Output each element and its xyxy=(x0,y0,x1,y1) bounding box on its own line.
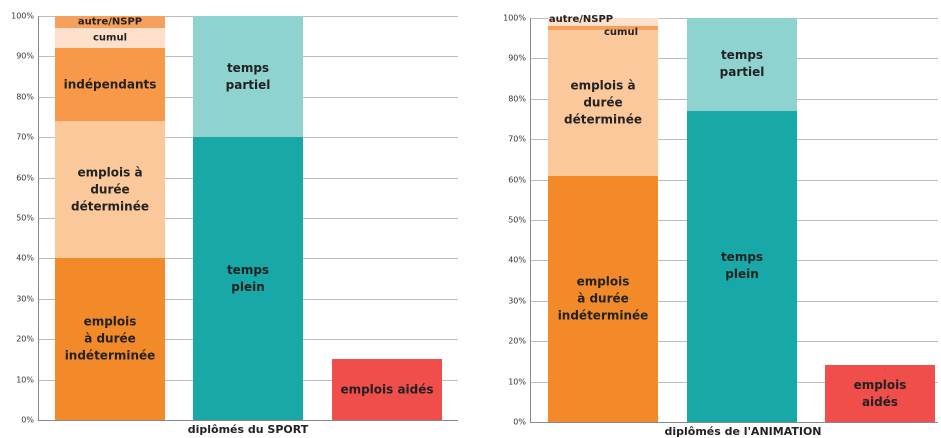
segment-label: temps partiel xyxy=(225,60,271,92)
y-tick-label: 90% xyxy=(508,53,526,63)
x-axis-title: diplômés du SPORT xyxy=(187,423,309,436)
x-axis-title: diplômés de l'ANIMATION xyxy=(664,425,822,438)
segment-label: temps plein xyxy=(226,262,270,294)
bar-segment: autre/NSPP xyxy=(55,16,165,29)
bar-segment: temps partiel xyxy=(193,16,303,138)
segment-label: emplois à durée déterminée xyxy=(71,165,149,214)
y-axis xyxy=(530,18,531,422)
y-tick-label: 20% xyxy=(16,334,34,344)
y-tick-label: 10% xyxy=(508,377,526,387)
y-tick-label: 20% xyxy=(508,336,526,346)
segment-label: emplois à durée indéterminée xyxy=(64,314,156,363)
y-tick-label: 30% xyxy=(508,296,526,306)
y-axis xyxy=(38,16,39,420)
y-tick-label: 10% xyxy=(16,375,34,385)
bar-segment: autre/NSPP xyxy=(548,14,658,27)
segment-label: emplois à durée indéterminée xyxy=(557,274,649,323)
y-tick-label: 70% xyxy=(16,132,34,142)
segment-label: emplois aidés xyxy=(340,382,434,397)
y-tick-label: 90% xyxy=(16,51,34,61)
segment-label: emplois à durée déterminée xyxy=(564,78,642,127)
segment-label: emplois aidés xyxy=(853,377,907,409)
y-tick-label: 60% xyxy=(508,175,526,185)
y-tick-label: 60% xyxy=(16,173,34,183)
y-tick-label: 50% xyxy=(508,215,526,225)
segment-label: cumul xyxy=(92,32,127,44)
bar-segment: emplois à durée indéterminée xyxy=(548,175,658,422)
bar-segment: temps plein xyxy=(687,110,797,422)
bar-segment: emplois à durée déterminée xyxy=(55,121,165,259)
y-tick-label: 100% xyxy=(503,13,526,23)
y-tick-label: 100% xyxy=(11,11,34,21)
bar-segment: emplois aidés xyxy=(332,359,442,420)
bar-segment: indépendants xyxy=(55,48,165,122)
y-tick-label: 50% xyxy=(16,213,34,223)
segment-label: autre/NSPP xyxy=(548,13,614,25)
bar-segment: emplois aidés xyxy=(825,365,935,422)
y-tick-label: 70% xyxy=(508,134,526,144)
x-axis xyxy=(530,422,938,423)
bar-segment: cumul xyxy=(548,26,658,38)
y-tick-label: 80% xyxy=(508,94,526,104)
segment-label: autre/NSPP xyxy=(77,16,143,28)
segment-label: cumul xyxy=(603,26,638,38)
y-tick-label: 80% xyxy=(16,92,34,102)
bar-segment: emplois à durée indéterminée xyxy=(55,258,165,420)
bar-segment: cumul xyxy=(55,28,165,49)
segment-label: indépendants xyxy=(63,77,157,92)
bar-segment: emplois à durée déterminée xyxy=(548,30,658,176)
bar-segment: temps plein xyxy=(193,137,303,420)
x-axis xyxy=(38,420,458,421)
y-tick-label: 0% xyxy=(513,417,526,427)
segment-label: temps plein xyxy=(720,250,764,282)
y-tick-label: 30% xyxy=(16,294,34,304)
y-tick-label: 0% xyxy=(21,415,34,425)
y-tick-label: 40% xyxy=(508,255,526,265)
bar-segment: temps partiel xyxy=(687,18,797,111)
y-tick-label: 40% xyxy=(16,253,34,263)
segment-label: temps partiel xyxy=(719,48,765,80)
